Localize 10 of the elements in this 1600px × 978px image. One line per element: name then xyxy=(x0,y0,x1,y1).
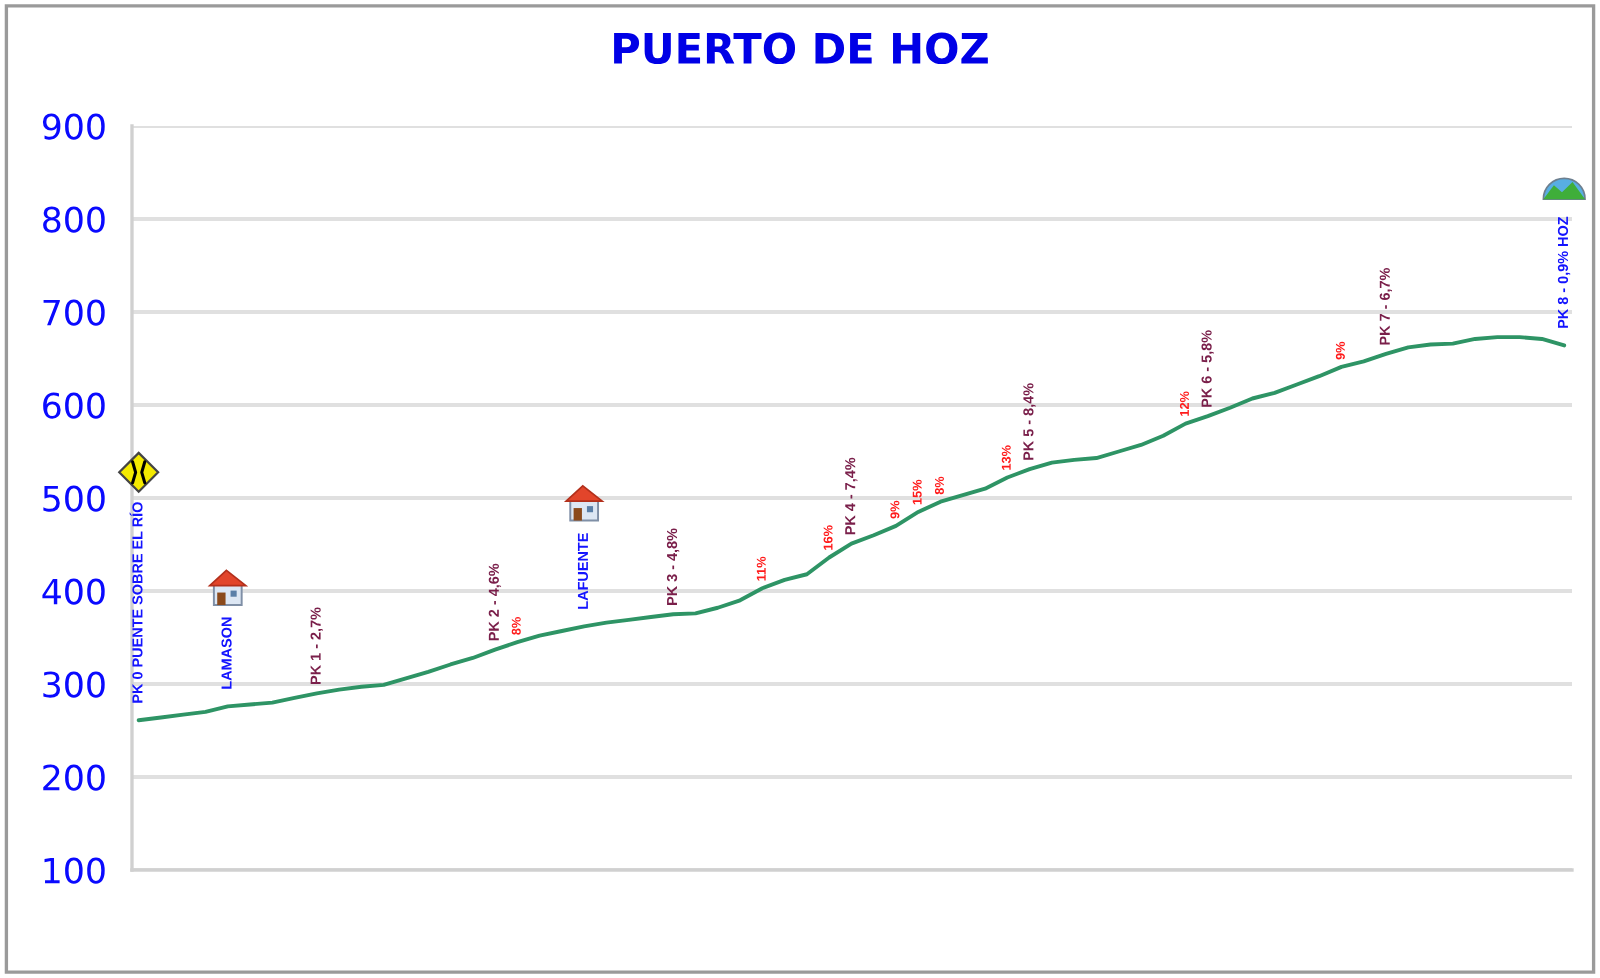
y-tick-label: 200 xyxy=(43,764,105,791)
y-tick-label: 900 xyxy=(42,113,105,140)
y-tick-label: 600 xyxy=(43,392,105,419)
y-tick-label: 500 xyxy=(43,485,105,512)
y-tick-label: 100 xyxy=(44,857,105,884)
y-tick-label: 800 xyxy=(43,206,105,233)
y-tick-label: 700 xyxy=(43,299,105,326)
chart-title: PUERTO DE HOZ xyxy=(614,32,988,65)
y-tick-label: 400 xyxy=(42,578,105,605)
y-tick-label: 300 xyxy=(43,671,105,698)
